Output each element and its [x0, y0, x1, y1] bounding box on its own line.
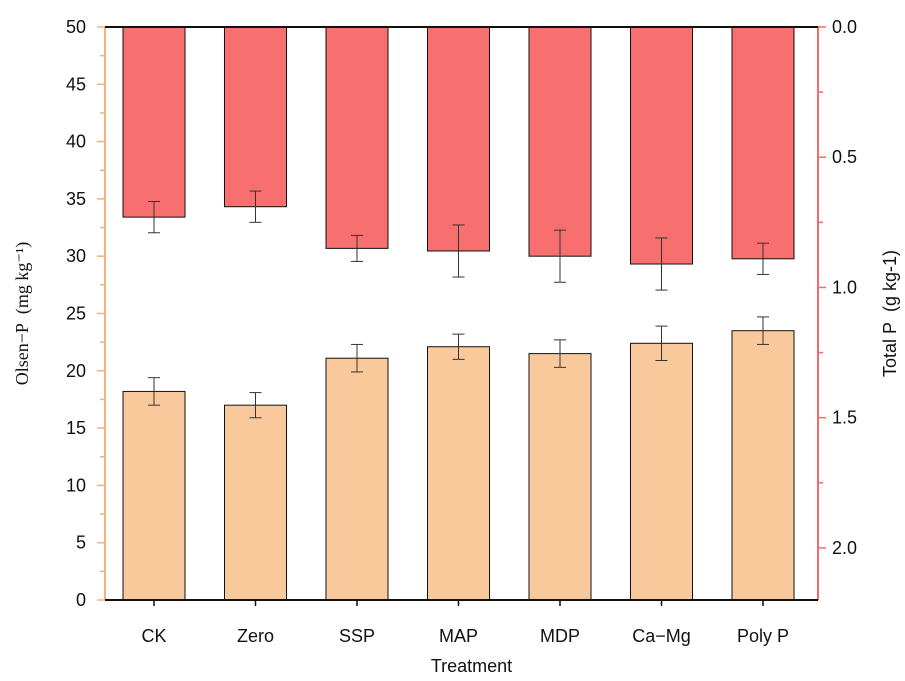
olsen-p-bar [325, 357, 389, 601]
total-p-bar [427, 26, 490, 252]
right-y-axis-title: Total P (g kg-1) [880, 250, 900, 377]
right-y-tick-label: 0.5 [832, 147, 857, 167]
total-p-bar [630, 26, 693, 265]
x-tick-label: Poly P [737, 626, 789, 646]
total-p-bar [731, 26, 795, 260]
left-y-tick-label: 10 [66, 475, 86, 495]
left-y-tick-label: 45 [66, 74, 86, 94]
olsen-p-bars [122, 316, 795, 601]
left-y-tick-label: 35 [66, 189, 86, 209]
olsen-p-bar [630, 342, 693, 601]
right-y-tick-label: 0.0 [832, 17, 857, 37]
olsen-p-bar [224, 404, 287, 601]
total-p-bars [122, 26, 795, 291]
olsen-p-bar [122, 390, 186, 601]
x-tick-label: MAP [439, 626, 478, 646]
left-y-tick-label: 50 [66, 17, 86, 37]
left-y-tick-label: 30 [66, 246, 86, 266]
axes [104, 26, 819, 601]
left-y-tick-label: 5 [76, 533, 86, 553]
right-y-tick-label: 1.5 [832, 408, 857, 428]
left-y-tick-label: 15 [66, 418, 86, 438]
total-p-bar [528, 26, 592, 257]
left-y-tick-label: 40 [66, 132, 86, 152]
left-y-tick-label: 25 [66, 304, 86, 324]
x-tick-label: Ca−Mg [632, 626, 691, 646]
olsen-p-bar [528, 353, 592, 601]
olsen-p-bar [731, 330, 795, 601]
total-p-bar [122, 26, 186, 218]
right-y-tick-label: 2.0 [832, 538, 857, 558]
left-y-tick-label: 0 [76, 590, 86, 610]
total-p-bar [224, 26, 287, 208]
olsen-p-bar [427, 346, 490, 601]
left-y-tick-label: 20 [66, 361, 86, 381]
tick-labels: CK Zero SSP MAP MDP Ca−Mg Poly P 0 5 10 15 20 25 30 35… [66, 17, 857, 646]
x-axis-title: Treatment [431, 656, 512, 676]
x-tick-label: CK [141, 626, 166, 646]
x-tick-label: Zero [237, 626, 274, 646]
x-tick-label: MDP [540, 626, 580, 646]
total-p-bar [325, 26, 389, 249]
ticks [97, 26, 826, 606]
left-y-axis-title: Olsen−P (mg kg⁻¹) [12, 242, 33, 386]
right-y-tick-label: 1.0 [832, 277, 857, 297]
x-tick-label: SSP [339, 626, 375, 646]
